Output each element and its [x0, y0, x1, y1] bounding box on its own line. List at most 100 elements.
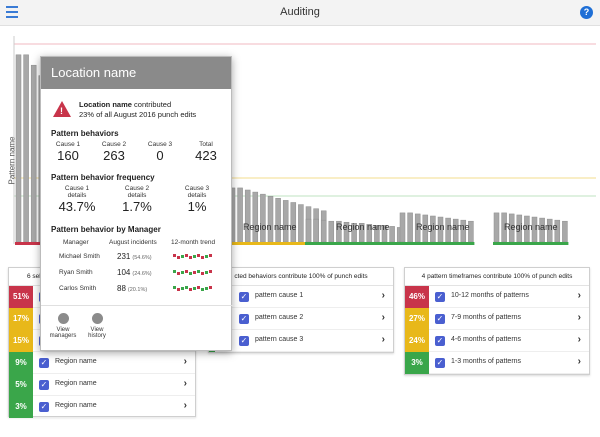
- row-label: pattern cause 1: [255, 292, 304, 299]
- list-item[interactable]: 27% ✓ 7-9 months of patterns ›: [405, 308, 589, 330]
- checkbox[interactable]: ✓: [39, 402, 49, 412]
- chevron-right-icon[interactable]: ›: [381, 334, 385, 345]
- percent-badge: 46%: [405, 286, 429, 308]
- region-status-bar: [229, 242, 328, 245]
- manager-incidents: 231 (54.6%): [117, 252, 152, 261]
- manager-incidents: 104 (24.6%): [117, 268, 152, 277]
- behavior-cause-2: Cause 2 263: [101, 141, 127, 163]
- managers-dot-icon: [57, 313, 69, 324]
- list-item[interactable]: ✓ pattern cause 3 ›: [209, 330, 393, 352]
- trend-mark: [177, 272, 180, 275]
- chevron-right-icon[interactable]: ›: [183, 400, 187, 411]
- trend-mark: [177, 256, 180, 259]
- percent-badge: 51%: [9, 286, 33, 308]
- timeframes-card: 4 pattern timeframes contribute 100% of …: [404, 267, 590, 375]
- trend-mark: [189, 256, 192, 259]
- trend-mark: [197, 254, 200, 257]
- bar: [260, 193, 266, 243]
- view-managers-button[interactable]: View managers: [49, 313, 77, 339]
- chevron-right-icon[interactable]: ›: [381, 312, 385, 323]
- region-label-4: Region name: [416, 222, 470, 232]
- trend-mark: [201, 256, 204, 259]
- bar: [252, 191, 259, 243]
- bar: [399, 212, 406, 243]
- checkbox[interactable]: ✓: [435, 314, 445, 324]
- region-status-bar: [493, 242, 569, 245]
- trend-mark: [201, 288, 204, 291]
- chevron-right-icon[interactable]: ›: [577, 290, 581, 301]
- list-item[interactable]: 3% ✓ 1-3 months of patterns ›: [405, 352, 589, 374]
- bar: [493, 212, 500, 243]
- percent-badge: 9%: [9, 352, 33, 374]
- percent-badge: 5%: [9, 374, 33, 396]
- row-label: 1-3 months of patterns: [451, 358, 522, 365]
- card-header: 4 pattern timeframes contribute 100% of …: [405, 268, 589, 286]
- bar: [320, 219, 327, 243]
- trend-mark: [205, 287, 208, 290]
- checkbox[interactable]: ✓: [239, 314, 249, 324]
- trend-mark: [181, 255, 184, 258]
- trend-mark: [193, 271, 196, 274]
- percent-badge: 3%: [405, 352, 429, 374]
- trend-mark: [201, 272, 204, 275]
- trend-mark: [189, 272, 192, 275]
- checkbox[interactable]: ✓: [435, 292, 445, 302]
- manager-name: Ryan Smith: [59, 269, 93, 276]
- trend-mark: [197, 270, 200, 273]
- list-item[interactable]: ✓ pattern cause 2 ›: [209, 308, 393, 330]
- trend-mark: [185, 286, 188, 289]
- list-item[interactable]: 3% ✓ Region name ›: [9, 396, 195, 418]
- trend-mark: [181, 271, 184, 274]
- list-item[interactable]: 5% ✓ Region name ›: [9, 374, 195, 396]
- trend-mark: [173, 254, 176, 257]
- summary-text: contributed: [134, 100, 172, 109]
- chevron-right-icon[interactable]: ›: [577, 312, 581, 323]
- chevron-right-icon[interactable]: ›: [577, 356, 581, 367]
- checkbox[interactable]: ✓: [239, 336, 249, 346]
- bar: [313, 218, 319, 243]
- percent-badge: 27%: [405, 308, 429, 330]
- trend-mark: [205, 271, 208, 274]
- checkbox[interactable]: ✓: [39, 380, 49, 390]
- card-header: cted behaviors contribute 100% of punch …: [209, 268, 393, 286]
- frequency-title: Pattern behavior frequency: [51, 173, 155, 182]
- trend-mark: [209, 270, 212, 273]
- y-axis-label: Pattern name: [7, 136, 17, 185]
- checkbox[interactable]: ✓: [39, 358, 49, 368]
- trend-mark: [173, 286, 176, 289]
- col-incidents: August incidents: [109, 239, 157, 246]
- chevron-right-icon[interactable]: ›: [381, 290, 385, 301]
- bar: [389, 226, 395, 243]
- checkbox[interactable]: ✓: [435, 336, 445, 346]
- chevron-right-icon[interactable]: ›: [183, 378, 187, 389]
- list-item[interactable]: 9% ✓ Region name ›: [9, 352, 195, 374]
- list-item[interactable]: 46% ✓ 10-12 months of patterns ›: [405, 286, 589, 308]
- row-label: Region name: [55, 402, 97, 409]
- menu-icon[interactable]: [6, 6, 18, 18]
- list-item[interactable]: 24% ✓ 4-6 months of patterns ›: [405, 330, 589, 352]
- bar: [305, 218, 312, 243]
- col-manager: Manager: [63, 239, 89, 246]
- bar: [237, 187, 243, 243]
- trend-mark: [185, 254, 188, 257]
- bar: [275, 198, 281, 243]
- list-item[interactable]: ✓ pattern cause 1 ›: [209, 286, 393, 308]
- manager-name: Michael Smith: [59, 253, 100, 260]
- checkbox[interactable]: ✓: [435, 358, 445, 368]
- chevron-right-icon[interactable]: ›: [577, 334, 581, 345]
- row-label: pattern cause 3: [255, 336, 304, 343]
- chevron-right-icon[interactable]: ›: [183, 356, 187, 367]
- warning-mark: !: [60, 106, 63, 116]
- row-label: 10-12 months of patterns: [451, 292, 529, 299]
- summary-line2: 23% of all August 2016 punch edits: [79, 110, 197, 119]
- trend-sparkline: [173, 270, 212, 275]
- percent-badge: 17%: [9, 308, 33, 330]
- percent-badge: 3%: [9, 396, 33, 418]
- checkbox[interactable]: ✓: [239, 292, 249, 302]
- help-icon[interactable]: ?: [580, 6, 593, 19]
- percent-badge: 15%: [9, 330, 33, 352]
- manager-title: Pattern behavior by Manager: [51, 225, 161, 234]
- row-label: Region name: [55, 380, 97, 387]
- view-history-button[interactable]: View history: [83, 313, 111, 339]
